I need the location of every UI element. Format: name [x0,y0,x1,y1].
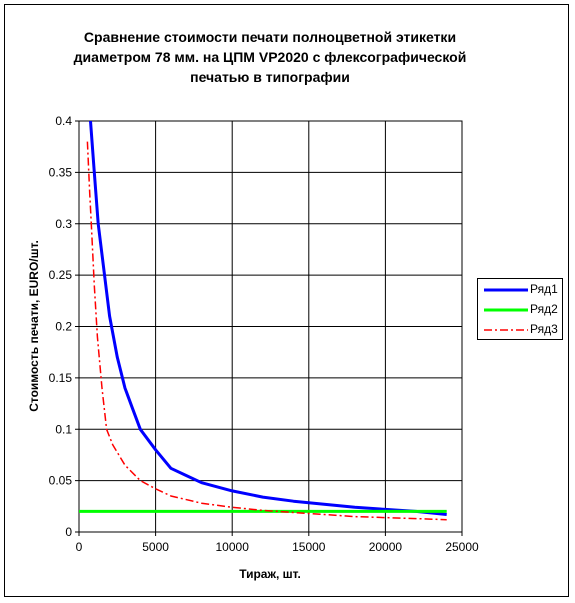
chart-title-line-2: диаметром 78 мм. на ЦПМ VP2020 с флексог… [73,49,467,65]
chart-title-line-1: Сравнение стоимости печати полноцветной … [83,29,457,45]
legend: Ряд1 Ряд2 Ряд3 [477,278,563,340]
chart-title: Сравнение стоимости печати полноцветной … [30,27,510,87]
y-tick-label: 0.25 [49,268,73,282]
y-axis-ticks: 0 0.05 0.1 0.15 0.2 0.25 0.3 0.35 0.4 [49,114,79,539]
legend-swatch-3 [484,329,528,331]
x-tick-label: 20000 [369,540,403,554]
legend-item-2: Ряд2 [478,300,564,320]
y-axis-title: Стоимость печати, EURO/шт. [27,240,41,412]
y-tick-label: 0.3 [55,217,72,231]
series-line-3 [86,141,447,521]
legend-swatch-2 [484,308,528,312]
x-tick-label: 5000 [142,540,169,554]
chart-frame [4,4,569,597]
legend-label-2: Ряд2 [530,302,558,316]
y-grid [79,171,462,482]
y-tick-label: 0.05 [49,474,73,488]
legend-label-1: Ряд1 [530,282,558,296]
x-tick-label: 10000 [216,540,250,554]
legend-item-1: Ряд1 [478,280,564,300]
chart-title-line-3: печатью в типографии [190,69,350,85]
legend-item-3: Ряд3 [478,320,564,340]
y-tick-label: 0.35 [49,165,73,179]
y-tick-label: 0.1 [55,422,72,436]
x-tick-label: 0 [76,540,83,554]
legend-swatch-1 [484,288,528,292]
series-line-1 [89,121,447,516]
x-axis-title: Тираж, шт. [239,567,301,581]
y-tick-label: 0.2 [55,320,72,334]
y-tick-label: 0.15 [49,371,73,385]
x-axis-ticks: 0 5000 10000 15000 20000 25000 [76,532,479,554]
series-layer [79,121,447,521]
x-tick-label: 15000 [292,540,326,554]
y-tick-label: 0.4 [55,114,72,128]
legend-label-3: Ряд3 [530,322,558,336]
x-tick-label: 25000 [445,540,479,554]
y-tick-label: 0 [65,525,72,539]
